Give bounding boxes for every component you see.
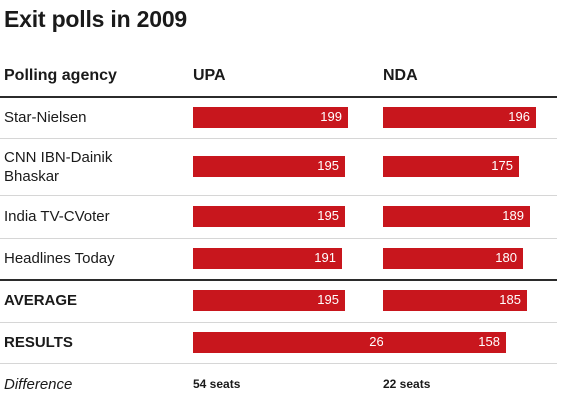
bar-upa-cnn-ibn-dainik-bhaskar: 195 bbox=[193, 156, 345, 177]
chart-title: Exit polls in 2009 bbox=[4, 6, 188, 32]
bar-nda-headlines-today: 180 bbox=[383, 248, 523, 269]
row-label-star-nielsen: Star-Nielsen bbox=[4, 109, 87, 126]
value-label: 199 bbox=[320, 109, 342, 124]
value-label: 175 bbox=[491, 158, 513, 173]
row-divider bbox=[0, 322, 557, 323]
average-rule bbox=[0, 279, 557, 281]
bar-upa-average: 195 bbox=[193, 290, 345, 311]
header-nda: NDA bbox=[383, 67, 418, 84]
bar-upa-headlines-today: 191 bbox=[193, 248, 342, 269]
header-polling-agency: Polling agency bbox=[4, 67, 117, 84]
row-label-india-tv-cvoter: India TV-CVoter bbox=[4, 208, 110, 225]
value-label: 189 bbox=[502, 208, 524, 223]
value-label: 191 bbox=[314, 250, 336, 265]
bar-nda-india-tv-cvoter: 189 bbox=[383, 206, 530, 227]
row-divider bbox=[0, 138, 557, 139]
row-label-headlines-today: Headlines Today bbox=[4, 250, 115, 267]
bar-nda-star-nielsen: 196 bbox=[383, 107, 536, 128]
row-divider bbox=[0, 195, 557, 196]
value-label: 195 bbox=[317, 208, 339, 223]
row-label-average: AVERAGE bbox=[4, 292, 78, 309]
value-label: 195 bbox=[317, 158, 339, 173]
difference-label: Difference bbox=[4, 376, 73, 393]
bar-upa-star-nielsen: 199 bbox=[193, 107, 348, 128]
bar-nda-average: 185 bbox=[383, 290, 527, 311]
bar-upa-results: 262 bbox=[193, 332, 397, 353]
header-upa: UPA bbox=[193, 67, 226, 84]
bar-nda-cnn-ibn-dainik-bhaskar: 175 bbox=[383, 156, 519, 177]
row-divider bbox=[0, 363, 557, 364]
value-label: 196 bbox=[508, 109, 530, 124]
difference-upa: 54 seats bbox=[193, 377, 241, 391]
row-label-cnn-ibn-dainik-bhaskar: CNN IBN-Dainik Bhaskar bbox=[4, 149, 113, 185]
value-label: 180 bbox=[495, 250, 517, 265]
value-label: 158 bbox=[478, 334, 500, 349]
difference-nda: 22 seats bbox=[383, 377, 431, 391]
value-label: 185 bbox=[499, 292, 521, 307]
bar-nda-results: 158 bbox=[383, 332, 506, 353]
row-label-results: RESULTS bbox=[4, 334, 73, 351]
row-divider bbox=[0, 238, 557, 239]
bar-upa-india-tv-cvoter: 195 bbox=[193, 206, 345, 227]
value-label: 195 bbox=[317, 292, 339, 307]
header-rule bbox=[0, 96, 557, 98]
